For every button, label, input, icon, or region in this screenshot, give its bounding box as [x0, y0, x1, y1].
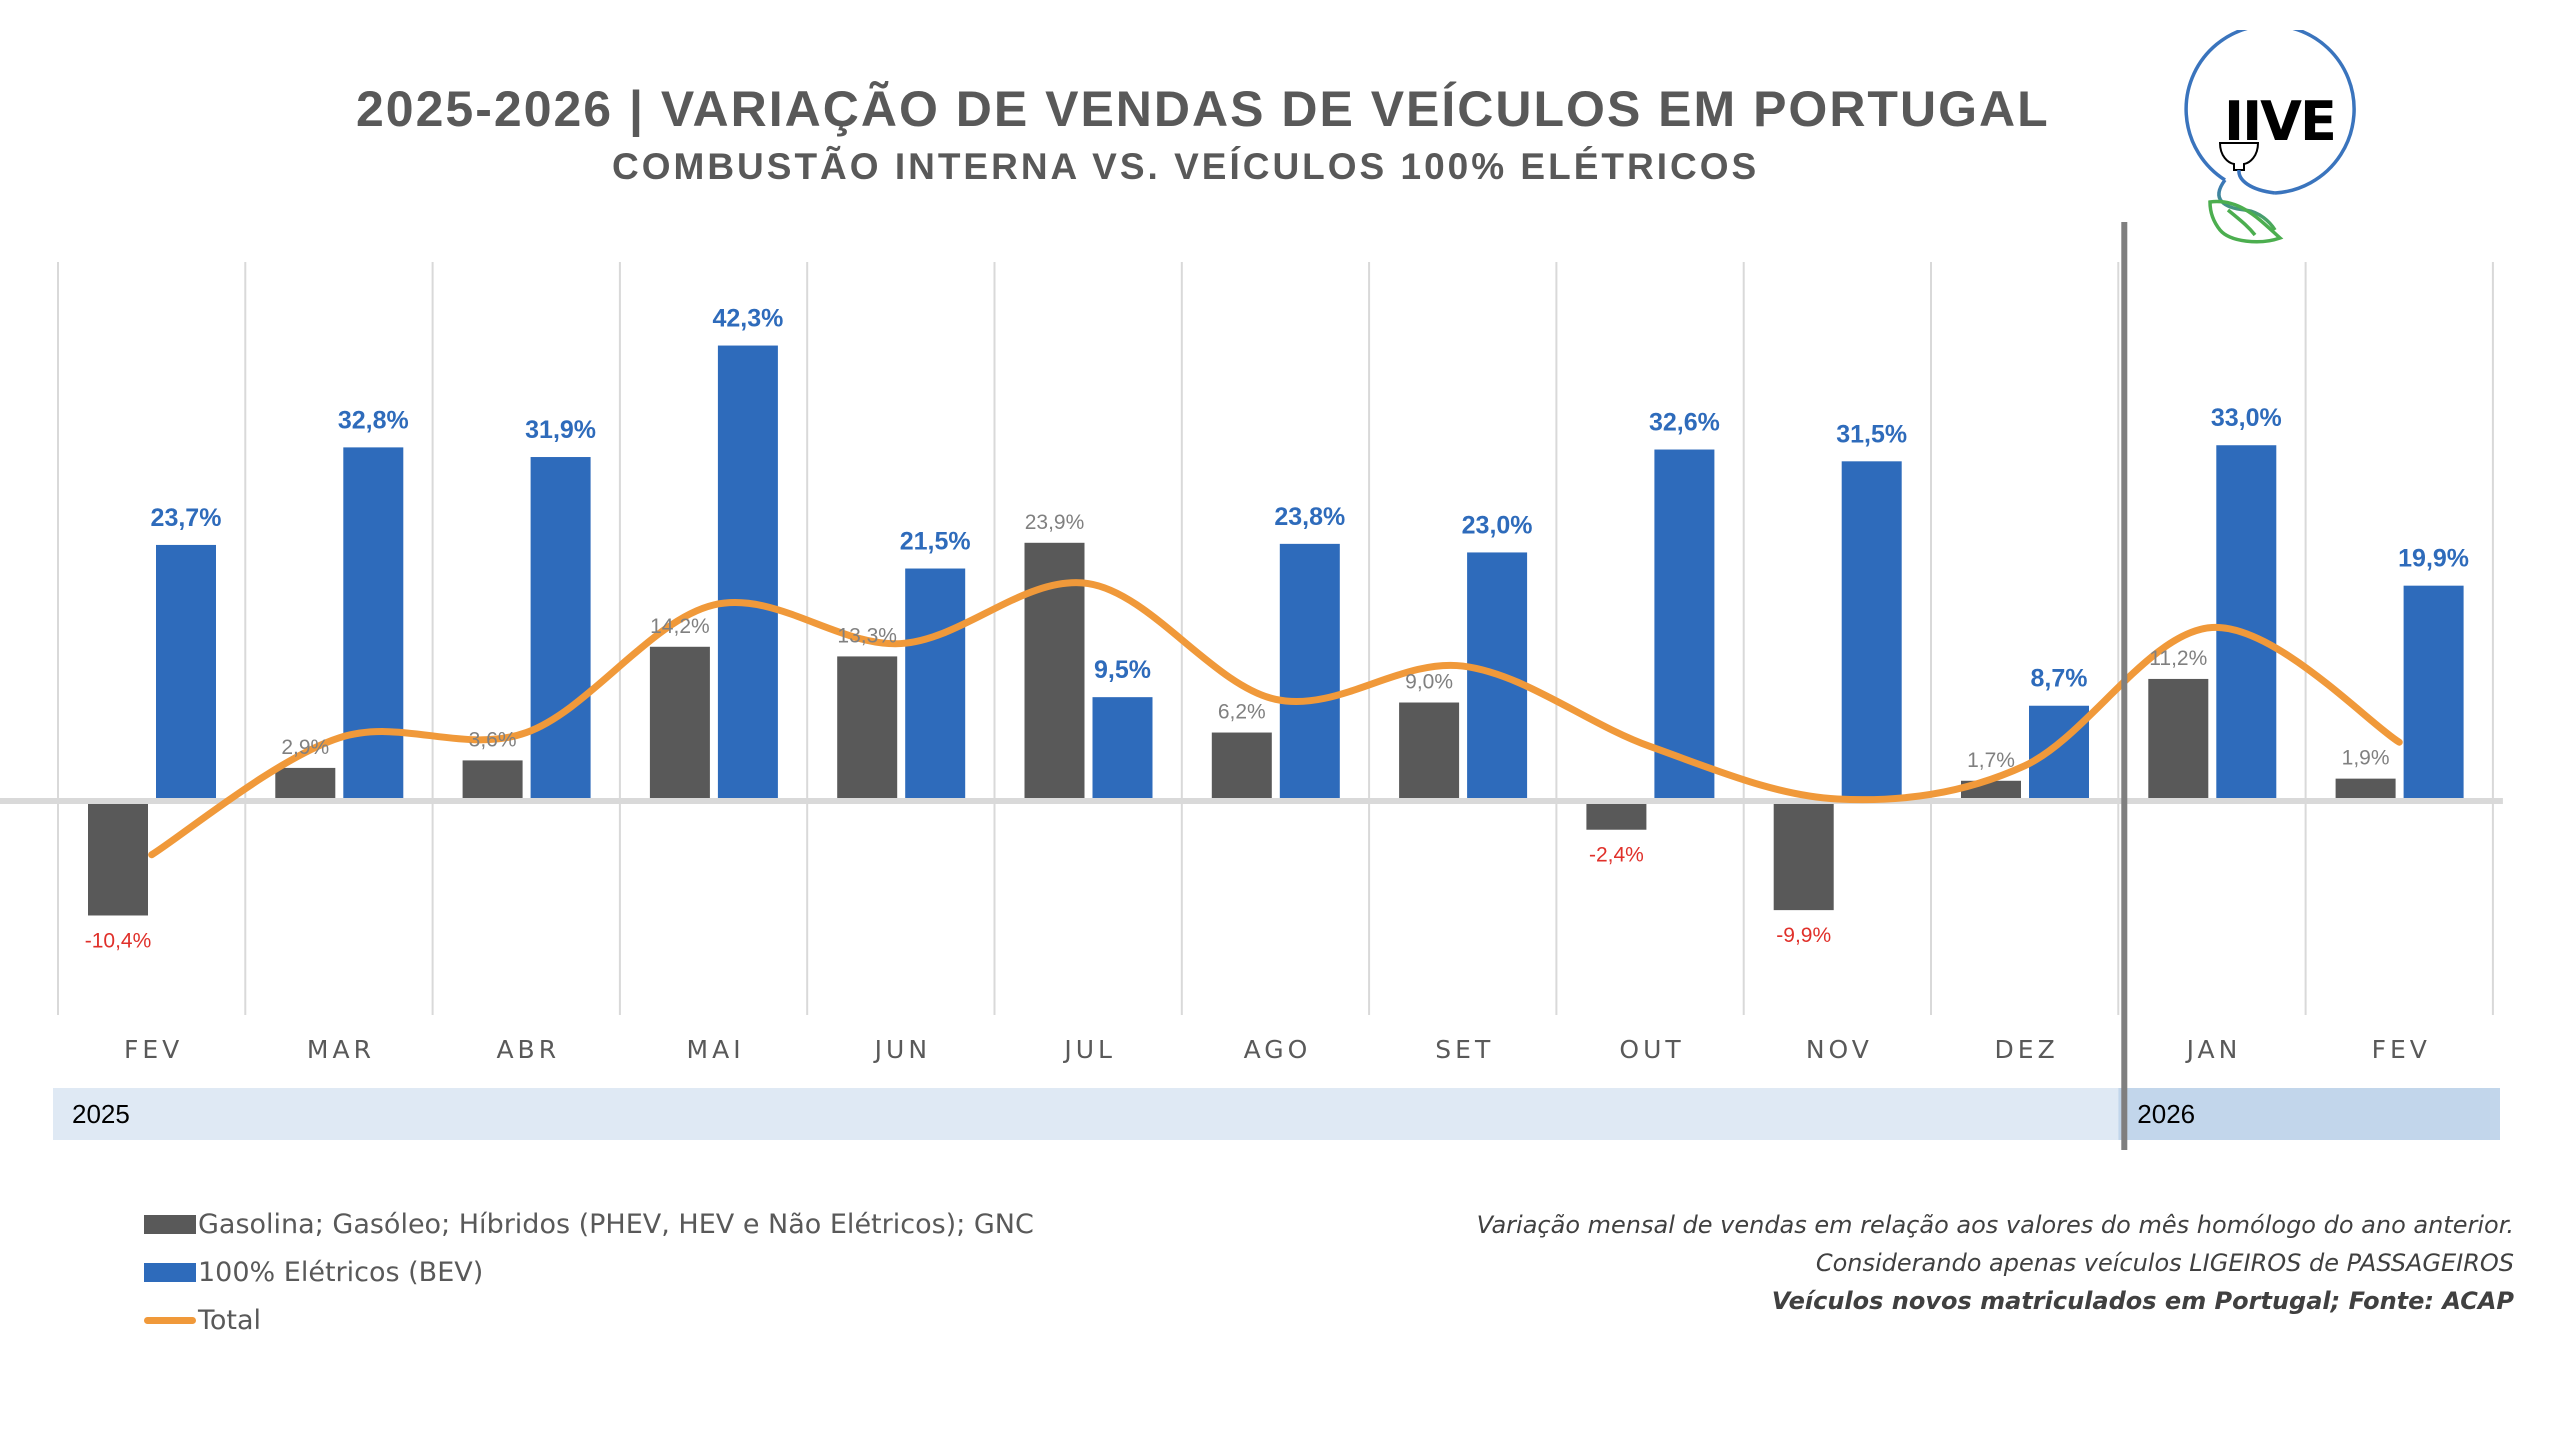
- combustion-bar: [2148, 678, 2209, 799]
- bev-swatch-icon: [144, 1262, 196, 1282]
- legend-item-combustion: Gasolina; Gasóleo; Híbridos (PHEV, HEV e…: [144, 1200, 1034, 1248]
- month-label: ABR: [496, 1035, 560, 1064]
- legend-label: Total: [198, 1304, 262, 1336]
- month-label: FEV: [2372, 1035, 2431, 1064]
- footnote-scope: Considerando apenas veículos LIGEIROS de…: [1815, 1249, 2514, 1277]
- combustion-data-label: -10,4%: [85, 929, 152, 952]
- bev-data-label: 32,6%: [1649, 409, 1720, 437]
- combustion-data-label: 6,2%: [1218, 701, 1266, 724]
- total-line-series: [148, 579, 2403, 859]
- combustion-data-label: 23,9%: [1025, 511, 1085, 534]
- gridlines: [57, 262, 2494, 1015]
- bev-bar: [1092, 697, 1153, 799]
- bev-data-label: 31,5%: [1836, 420, 1907, 448]
- combustion-data-label: 1,9%: [2342, 747, 2390, 770]
- legend-label: Gasolina; Gasóleo; Híbridos (PHEV, HEV e…: [198, 1208, 1034, 1240]
- chart-area: 2025 2026 -10,4% 23,7% 2,9% 32,8% 3,6% 31,9% 14…: [0, 222, 2503, 1150]
- total-line-swatch-icon: [144, 1316, 196, 1324]
- year-label: 2025: [72, 1099, 130, 1129]
- month-label: SET: [1435, 1035, 1494, 1064]
- bev-bar: [1841, 461, 1902, 799]
- chart-subtitle: COMBUSTÃO INTERNA VS. VEÍCULOS 100% ELÉT…: [612, 146, 1760, 187]
- footnote-source: Veículos novos matriculados em Portugal;…: [1771, 1287, 2514, 1315]
- data-labels: -10,4% 23,7% 2,9% 32,8% 3,6% 31,9% 14,2% 42,3% 1…: [85, 305, 2469, 953]
- logo-plug-icon: [2218, 142, 2260, 171]
- combustion-data-label: 13,3%: [837, 624, 897, 647]
- bev-bar: [2403, 585, 2464, 799]
- bev-bar: [717, 345, 778, 799]
- iive-logo: IIVE: [2184, 30, 2356, 244]
- bev-data-label: 19,9%: [2398, 545, 2469, 573]
- combustion-bar: [1399, 702, 1460, 799]
- year-label: 2026: [2137, 1099, 2195, 1129]
- combustion-data-label: -9,9%: [1776, 924, 1831, 947]
- legend: Gasolina; Gasóleo; Híbridos (PHEV, HEV e…: [144, 1200, 1034, 1344]
- combustion-bar: [2335, 778, 2396, 799]
- combustion-data-label: 9,0%: [1405, 671, 1453, 694]
- combustion-bar: [837, 656, 898, 799]
- bev-data-label: 9,5%: [1094, 656, 1151, 684]
- bev-data-label: 23,0%: [1462, 511, 1533, 539]
- combustion-bar: [1586, 804, 1647, 830]
- combustion-data-label: 3,6%: [469, 728, 517, 751]
- month-label: NOV: [1806, 1035, 1873, 1064]
- chart-title: 2025-2026 | VARIAÇÃO DE VENDAS DE VEÍCUL…: [356, 81, 2050, 137]
- bev-bar: [2029, 705, 2089, 799]
- bev-data-label: 31,9%: [525, 416, 596, 444]
- bev-data-label: 23,7%: [151, 504, 222, 532]
- bev-bar: [905, 568, 966, 799]
- year-band: 2025 2026: [53, 1088, 2500, 1140]
- combustion-data-label: 11,2%: [2149, 647, 2207, 670]
- month-label: JUN: [873, 1035, 931, 1064]
- bev-bar: [343, 447, 404, 799]
- bev-bar: [1654, 449, 1715, 799]
- bev-bar: [530, 457, 591, 799]
- legend-item-bev: 100% Elétricos (BEV): [144, 1248, 1034, 1296]
- combustion-bar: [1773, 804, 1834, 911]
- bars: [88, 345, 2464, 916]
- bev-bar: [1279, 543, 1340, 799]
- month-label: MAR: [307, 1035, 375, 1064]
- logo-leaf-icon: [2208, 199, 2284, 244]
- x-axis-labels: FEV MAR ABR MAI JUN JUL AGO SET OUT NOV DEZ JAN FEV: [124, 1035, 2431, 1064]
- year-band-2026: [2118, 1088, 2500, 1140]
- combustion-data-label: 1,7%: [1967, 749, 2015, 772]
- legend-item-total: Total: [144, 1296, 1034, 1344]
- combustion-bar: [462, 760, 523, 799]
- combustion-data-label: -2,4%: [1589, 844, 1644, 867]
- month-label: FEV: [124, 1035, 183, 1064]
- bev-data-label: 8,7%: [2031, 665, 2088, 693]
- bev-bar: [2216, 445, 2277, 799]
- month-label: JUL: [1062, 1035, 1116, 1064]
- footnotes: Variação mensal de vendas em relação aos…: [1477, 1206, 2514, 1320]
- month-label: AGO: [1244, 1035, 1312, 1064]
- month-label: OUT: [1619, 1035, 1684, 1064]
- combustion-bar: [88, 804, 148, 916]
- logo-ring-icon: [2184, 30, 2356, 195]
- combustion-bar: [1211, 732, 1272, 799]
- combustion-bar: [649, 646, 710, 799]
- combustion-data-label: 2,9%: [281, 736, 329, 759]
- year-band-2025: [53, 1088, 2119, 1140]
- legend-label: 100% Elétricos (BEV): [198, 1256, 484, 1288]
- bev-data-label: 33,0%: [2211, 404, 2282, 432]
- combustion-swatch-icon: [144, 1214, 196, 1234]
- bev-data-label: 21,5%: [900, 528, 971, 556]
- bev-data-label: 42,3%: [712, 305, 783, 333]
- footnote-definition: Variação mensal de vendas em relação aos…: [1476, 1211, 2514, 1239]
- combustion-bar: [275, 767, 336, 799]
- month-label: MAI: [687, 1035, 745, 1064]
- month-label: JAN: [2185, 1035, 2242, 1064]
- month-label: DEZ: [1995, 1035, 2059, 1064]
- combustion-data-label: 14,2%: [650, 615, 710, 638]
- bev-bar: [156, 544, 216, 799]
- logo-text: IIVE: [2224, 90, 2335, 153]
- bev-data-label: 32,8%: [338, 406, 409, 434]
- bev-data-label: 23,8%: [1274, 503, 1345, 531]
